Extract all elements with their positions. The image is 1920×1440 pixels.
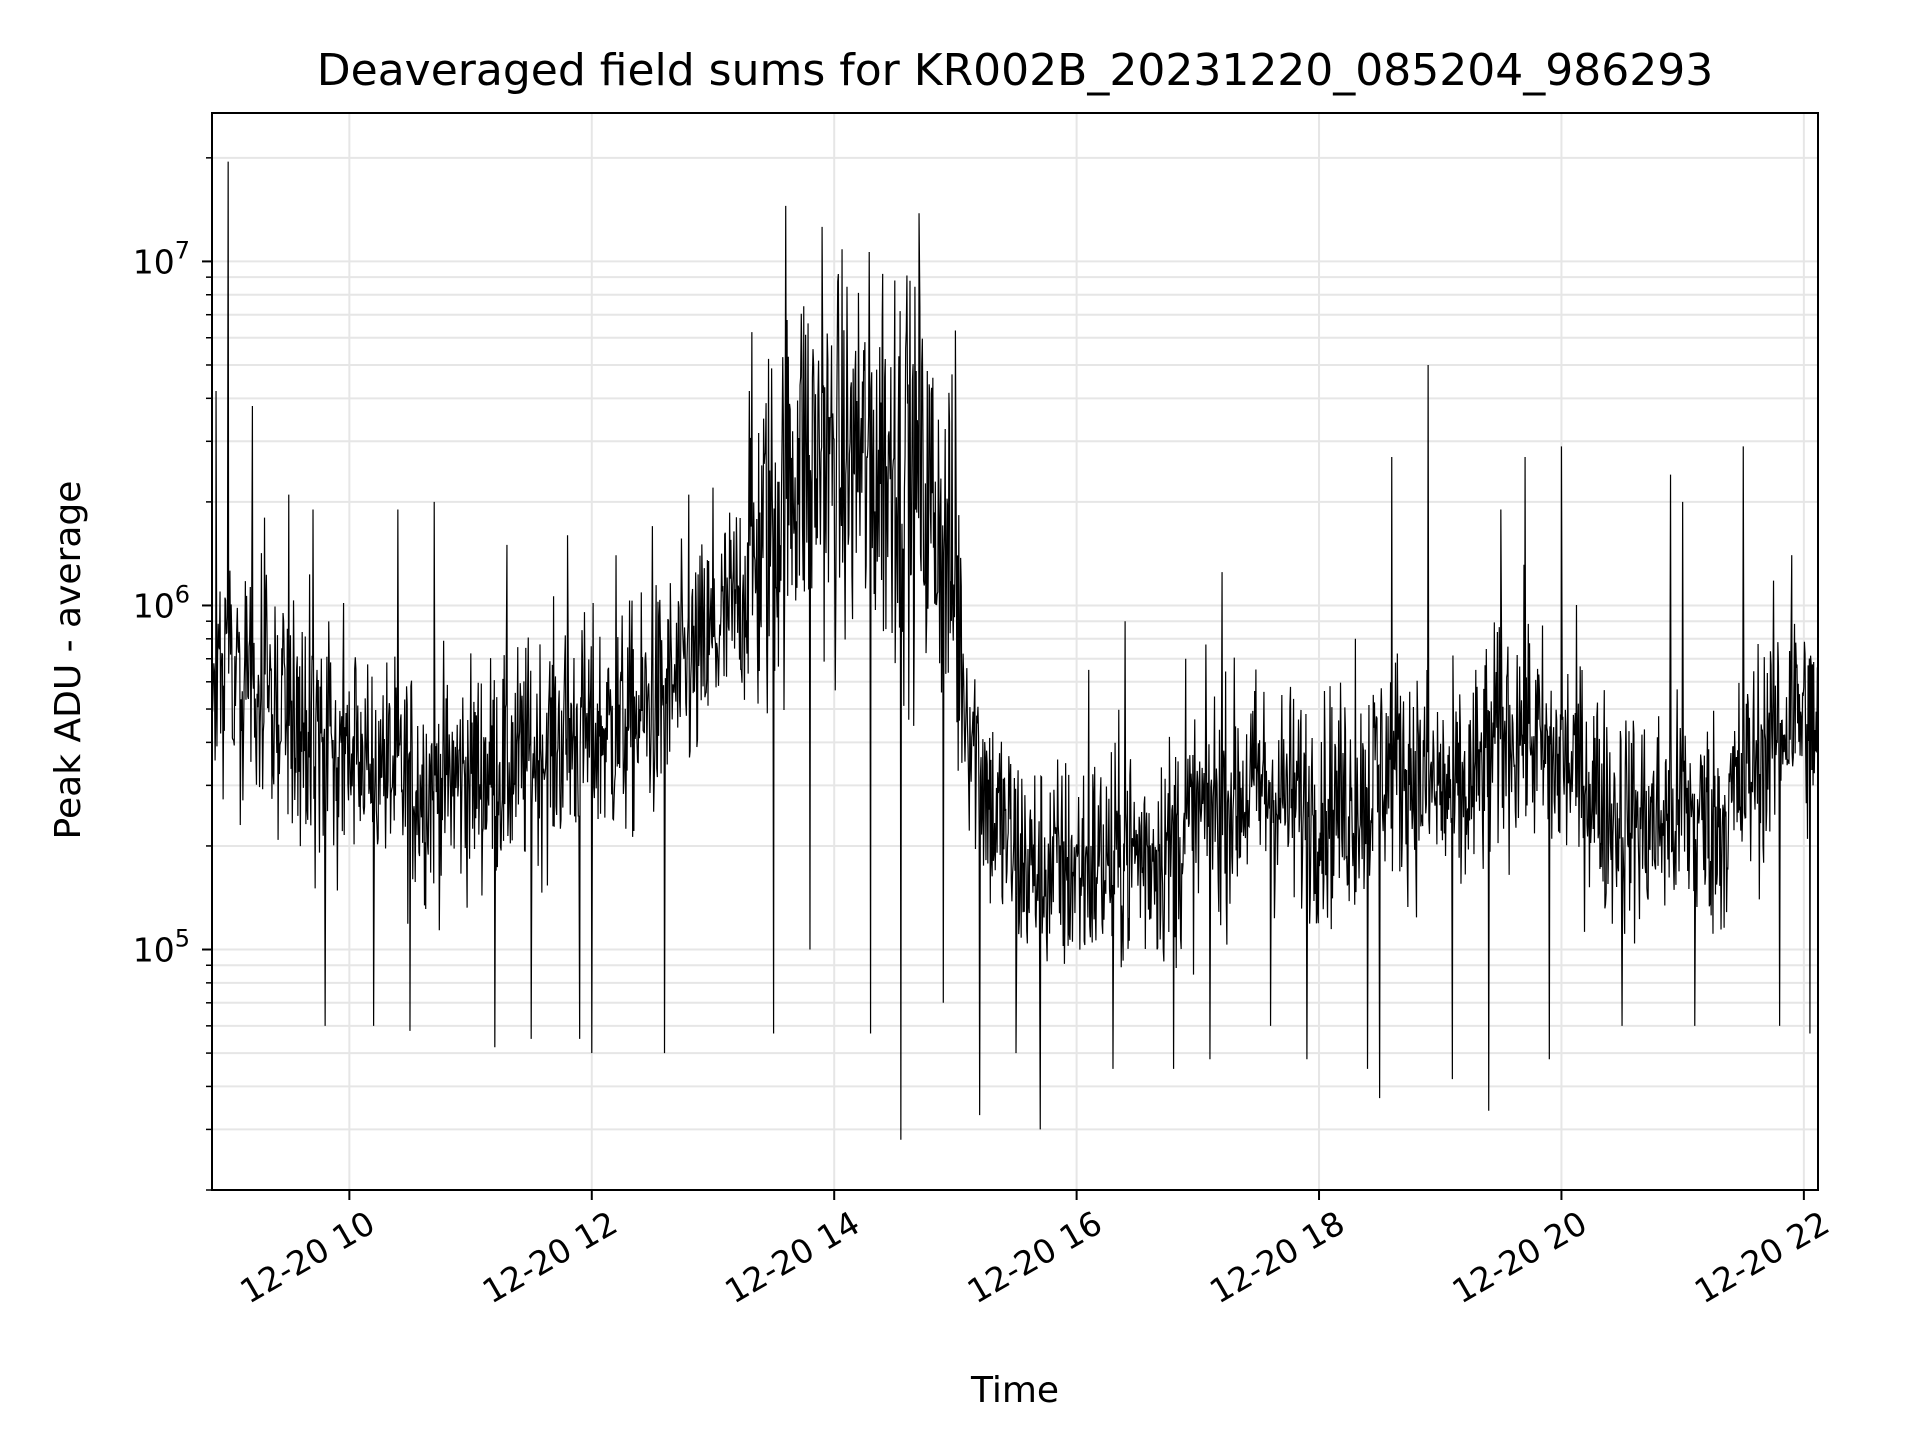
y-tick-label: 107 [133,236,190,281]
y-axis-label: Peak ADU - average [48,481,89,840]
x-axis-label: Time [970,1370,1059,1411]
plot-area-frame [211,112,1819,1191]
chart-title: Deaveraged field sums for KR002B_2023122… [317,45,1713,96]
series-line [211,161,1819,1140]
y-axis-ticks: 105 106 107 [133,157,212,1191]
grid-layer [212,113,1818,1191]
y-tick-label: 106 [133,580,190,625]
y-tick-label: 105 [133,925,190,970]
data-line-layer [211,161,1819,1140]
